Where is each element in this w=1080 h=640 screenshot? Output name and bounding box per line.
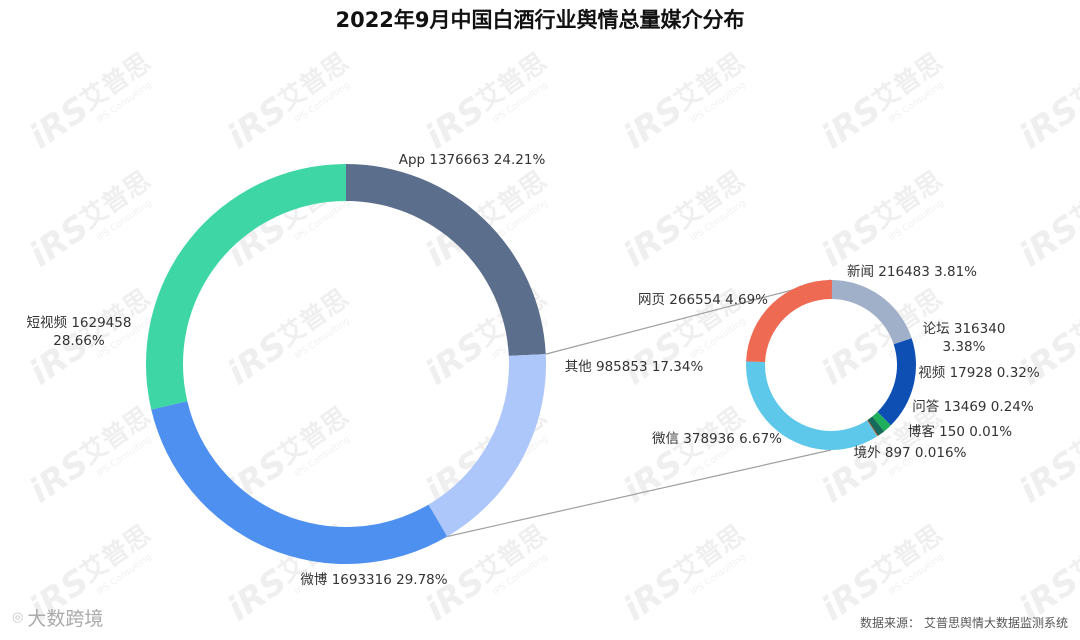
data-source: 数据来源： 艾普思舆情大数据监测系统 — [860, 614, 1068, 631]
slice-news — [831, 280, 912, 345]
label-web: 网页 266554 4.69% — [638, 292, 768, 308]
slice-short-video — [146, 164, 346, 410]
main-donut — [146, 164, 546, 564]
label-short-video: 短视频 1629458 28.66% — [27, 315, 132, 349]
label-video: 视频 17928 0.32% — [918, 365, 1040, 381]
slice-other — [428, 354, 546, 537]
label-news: 新闻 216483 3.81% — [847, 264, 977, 280]
slice-weibo — [151, 401, 448, 564]
connector-line-top — [545, 279, 832, 355]
sub-donut — [746, 280, 917, 451]
slice-video — [872, 411, 891, 432]
label-app: App 1376663 24.21% — [399, 152, 546, 168]
label-qa: 问答 13469 0.24% — [912, 398, 1034, 415]
slice-forum — [877, 338, 917, 426]
connector-line-bottom — [447, 449, 832, 538]
data-source-label: 数据来源： — [859, 616, 920, 630]
connector-lines — [447, 279, 832, 538]
label-forum: 论坛 316340 3.38% — [923, 321, 1006, 355]
chart-title: 2022年9月中国白酒行业舆情总量媒介分布 — [335, 8, 745, 32]
label-weibo: 微博 1693316 29.78% — [300, 571, 447, 588]
label-overseas: 境外 897 0.016% — [854, 445, 967, 461]
footer-logo-text: 大数跨境 — [27, 608, 104, 630]
slice-wechat — [746, 361, 878, 451]
slice-web — [746, 280, 833, 363]
slice-blog — [867, 419, 879, 436]
slice-overseas — [866, 419, 879, 437]
data-source-value: 艾普思舆情大数据监测系统 — [923, 616, 1068, 630]
label-wechat: 微信 378936 6.67% — [652, 431, 782, 447]
slice-app — [346, 164, 546, 356]
label-layer: App 1376663 24.21% 其他 985853 17.34% 微博 169… — [27, 152, 1040, 588]
label-other: 其他 985853 17.34% — [565, 359, 704, 375]
footer-logo: ◎ 大数跨境 — [12, 604, 103, 631]
logo-mark-icon: ◎ — [12, 610, 24, 625]
label-blog: 博客 150 0.01% — [908, 423, 1012, 440]
slice-qa — [868, 416, 885, 436]
